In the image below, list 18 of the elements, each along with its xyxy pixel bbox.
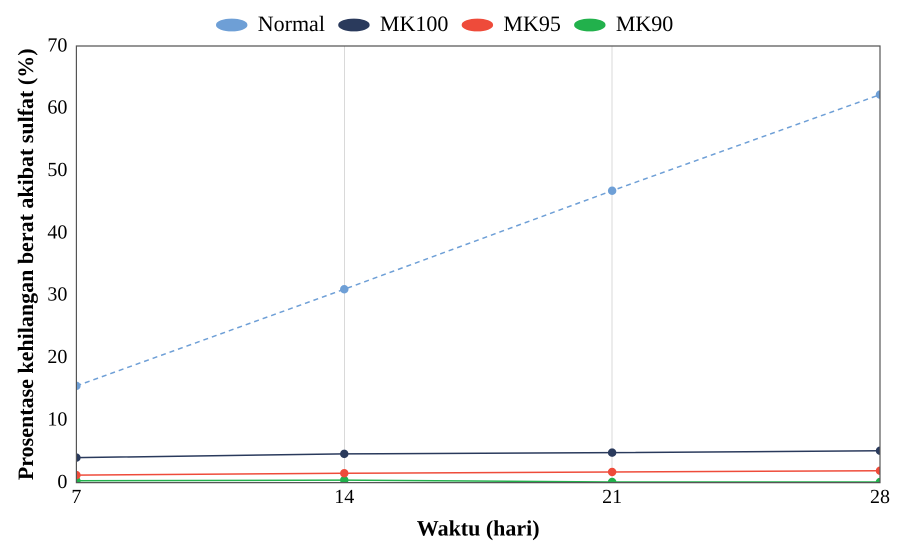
x-axis-title: Waktu (hari): [416, 515, 540, 540]
y-tick-label: 0: [57, 470, 68, 493]
y-tick-label: 50: [47, 158, 68, 181]
y-tick-label: 60: [47, 96, 68, 119]
legend-label: MK95: [503, 10, 561, 36]
y-tick-label: 10: [47, 408, 68, 430]
x-tick-label: 21: [602, 486, 622, 508]
legend-label: MK100: [380, 10, 448, 36]
legend-label: MK90: [616, 10, 674, 36]
y-tick-label: 40: [47, 221, 68, 244]
y-tick-label: 30: [47, 284, 68, 306]
y-tick-label: 70: [47, 34, 68, 56]
legend-label: Normal: [258, 10, 325, 36]
x-tick-label: 28: [870, 486, 890, 508]
y-tick-label: 20: [47, 346, 68, 368]
x-tick-label: 7: [71, 486, 82, 508]
y-axis-title: Prosentase kehilangan berat akibat sulfat (%): [12, 48, 38, 480]
x-tick-label: 14: [334, 486, 354, 508]
